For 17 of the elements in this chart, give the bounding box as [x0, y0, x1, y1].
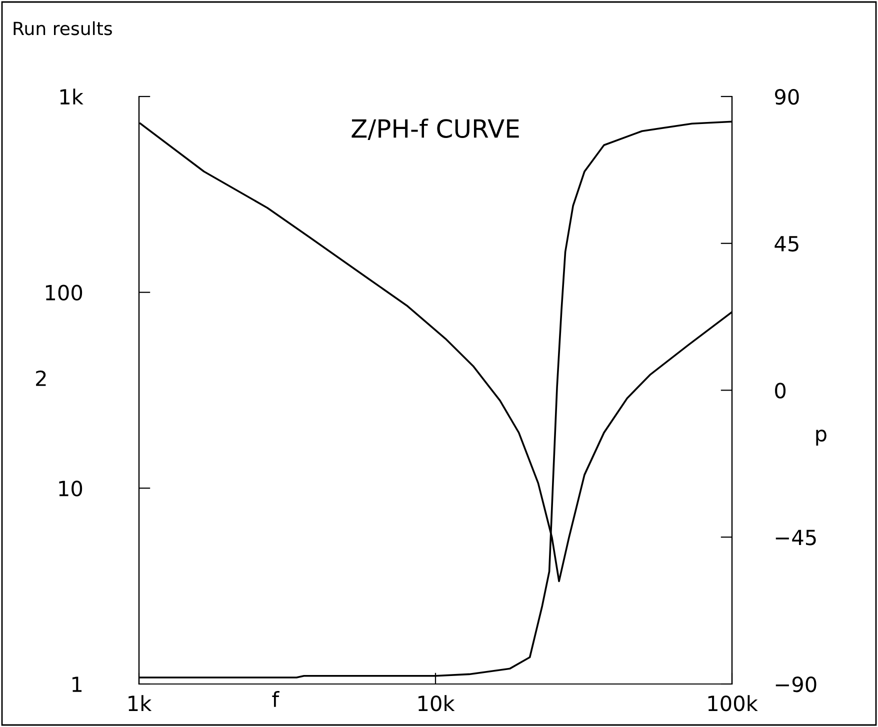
y-tick-label: 1k [60, 88, 84, 104]
x-axis-title: f [272, 691, 280, 707]
y2-tick-label: −90 [776, 676, 816, 692]
text: Run results [14, 21, 112, 36]
y2-tick-label: 45 [774, 236, 798, 252]
y2-tick-label: 0 [775, 382, 786, 398]
y-tick-label: 10 [59, 480, 82, 496]
y-axis-title: 2 [36, 370, 46, 386]
x-tick-label: 100k [708, 695, 758, 712]
y2-tick-label: −45 [776, 530, 816, 546]
y2-tick-label: 90 [774, 88, 799, 105]
x-tick-label: 1k [128, 695, 152, 711]
text: Z/PH-f CURVE [352, 118, 519, 140]
y-tick-label: 1 [72, 676, 82, 692]
x-tick-label: 10k [418, 695, 455, 712]
y2-axis-title: p [816, 430, 826, 446]
y-tick-label: 100 [46, 284, 82, 301]
